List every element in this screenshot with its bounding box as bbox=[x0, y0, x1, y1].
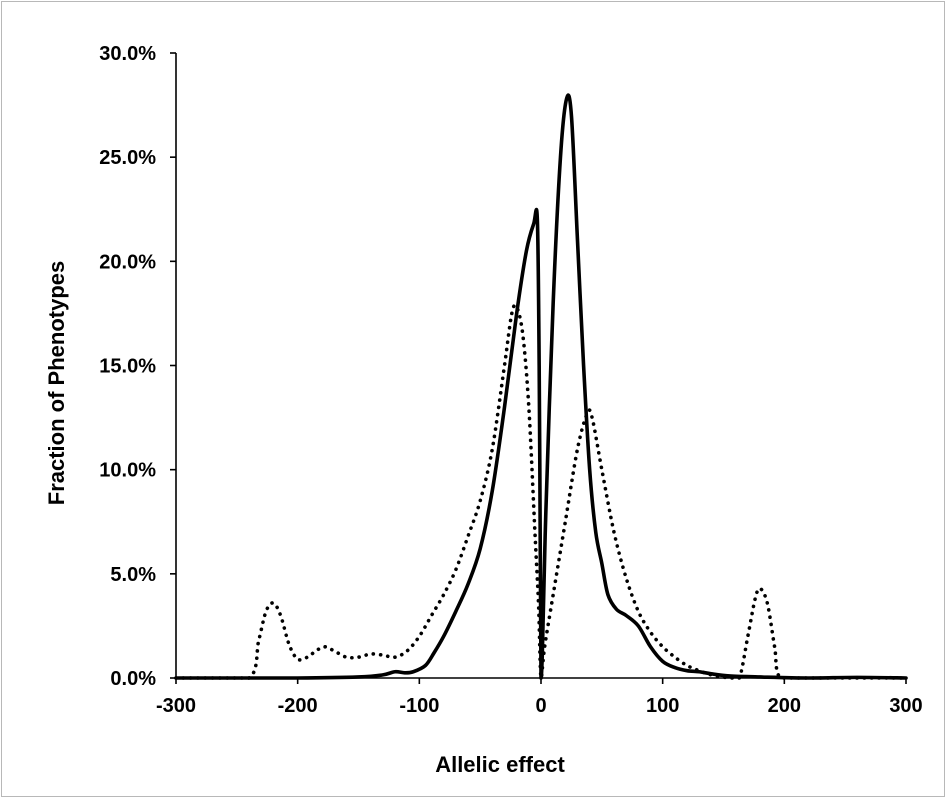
y-axis-ticks: 0.0% 5.0% 10.0% 15.0% 20.0% 25.0% 30.0% bbox=[99, 43, 176, 690]
y-tick-label: 10.0% bbox=[99, 460, 156, 482]
x-axis-ticks: -300 -200 -100 0 100 200 300 bbox=[156, 678, 923, 717]
y-tick-label: 20.0% bbox=[99, 251, 156, 273]
series-layer bbox=[174, 93, 908, 680]
y-tick-label: 15.0% bbox=[99, 356, 156, 378]
series-line-dotted bbox=[174, 303, 908, 680]
x-tick-label: 0 bbox=[535, 695, 546, 717]
x-tick-label: 100 bbox=[646, 695, 679, 717]
x-axis-title: Allelic effect bbox=[435, 752, 565, 777]
series-line-solid bbox=[174, 93, 908, 680]
x-tick-label: -300 bbox=[156, 695, 196, 717]
y-tick-label: 5.0% bbox=[110, 564, 156, 586]
y-tick-label: 30.0% bbox=[99, 43, 156, 65]
x-tick-label: -100 bbox=[399, 695, 439, 717]
y-axis-title: Fraction of Phenotypes bbox=[44, 261, 69, 505]
y-tick-label: 25.0% bbox=[99, 147, 156, 169]
x-tick-label: 200 bbox=[768, 695, 801, 717]
y-tick-label: 0.0% bbox=[110, 668, 156, 690]
x-tick-label: -200 bbox=[278, 695, 318, 717]
x-tick-label: 300 bbox=[889, 695, 922, 717]
